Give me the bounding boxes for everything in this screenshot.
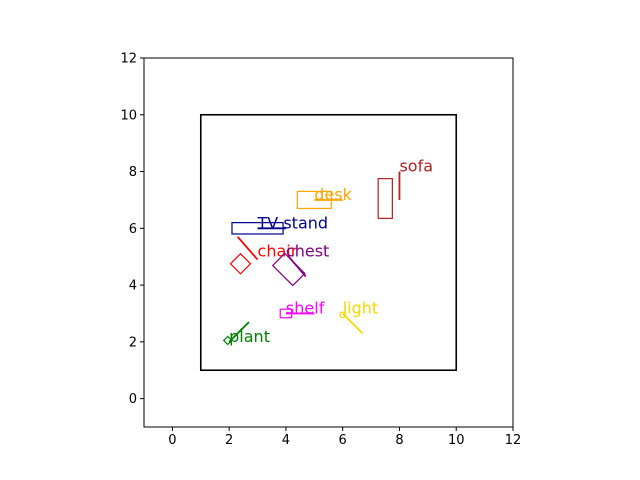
plant-label: plant: [229, 327, 270, 346]
tv-stand-label: TV stand: [257, 213, 329, 232]
object-desk: desk: [296, 185, 353, 210]
chest-direction-line: [288, 256, 307, 278]
room-boundary: [199, 113, 458, 372]
x-tick-label: 6: [339, 433, 347, 448]
x-tick-label: 12: [505, 433, 522, 448]
y-tick-label: 12: [120, 52, 137, 67]
x-tick-label: 8: [395, 433, 403, 448]
sofa-footprint: [377, 178, 393, 219]
chair-direction-line: [236, 236, 259, 261]
desk-label: desk: [314, 185, 352, 204]
object-tv-stand: TV stand: [231, 213, 329, 235]
x-tick-label: 10: [448, 433, 465, 448]
object-shelf: shelf: [279, 298, 325, 319]
y-tick-label: 6: [129, 222, 137, 237]
light-marker: [339, 311, 347, 319]
object-chest: chest: [271, 242, 329, 287]
shelf-label: shelf: [286, 298, 325, 317]
y-tick-label: 8: [129, 165, 137, 180]
room-outline: [199, 113, 458, 372]
x-tick-label: 0: [168, 433, 176, 448]
chair-footprint: [229, 252, 252, 275]
y-tick-label: 2: [129, 335, 137, 350]
y-tick-label: 10: [120, 108, 137, 123]
object-plant: plant: [222, 321, 270, 346]
y-tick-label: 0: [129, 392, 137, 407]
x-tick-label: 4: [282, 433, 290, 448]
light-label: light: [343, 298, 378, 317]
sofa-label: sofa: [399, 157, 433, 176]
x-tick-label: 2: [225, 433, 233, 448]
object-sofa: sofa: [377, 157, 433, 219]
y-tick-label: 4: [129, 279, 137, 294]
axes-frame: [143, 57, 514, 428]
light-direction-line: [342, 312, 364, 334]
plant-direction-line: [228, 321, 250, 343]
chest-label: chest: [286, 242, 329, 261]
object-light: light: [339, 298, 378, 334]
axes: 0 2 4 6 8 10 12 0 2 4 6 8 10 12: [120, 52, 521, 449]
